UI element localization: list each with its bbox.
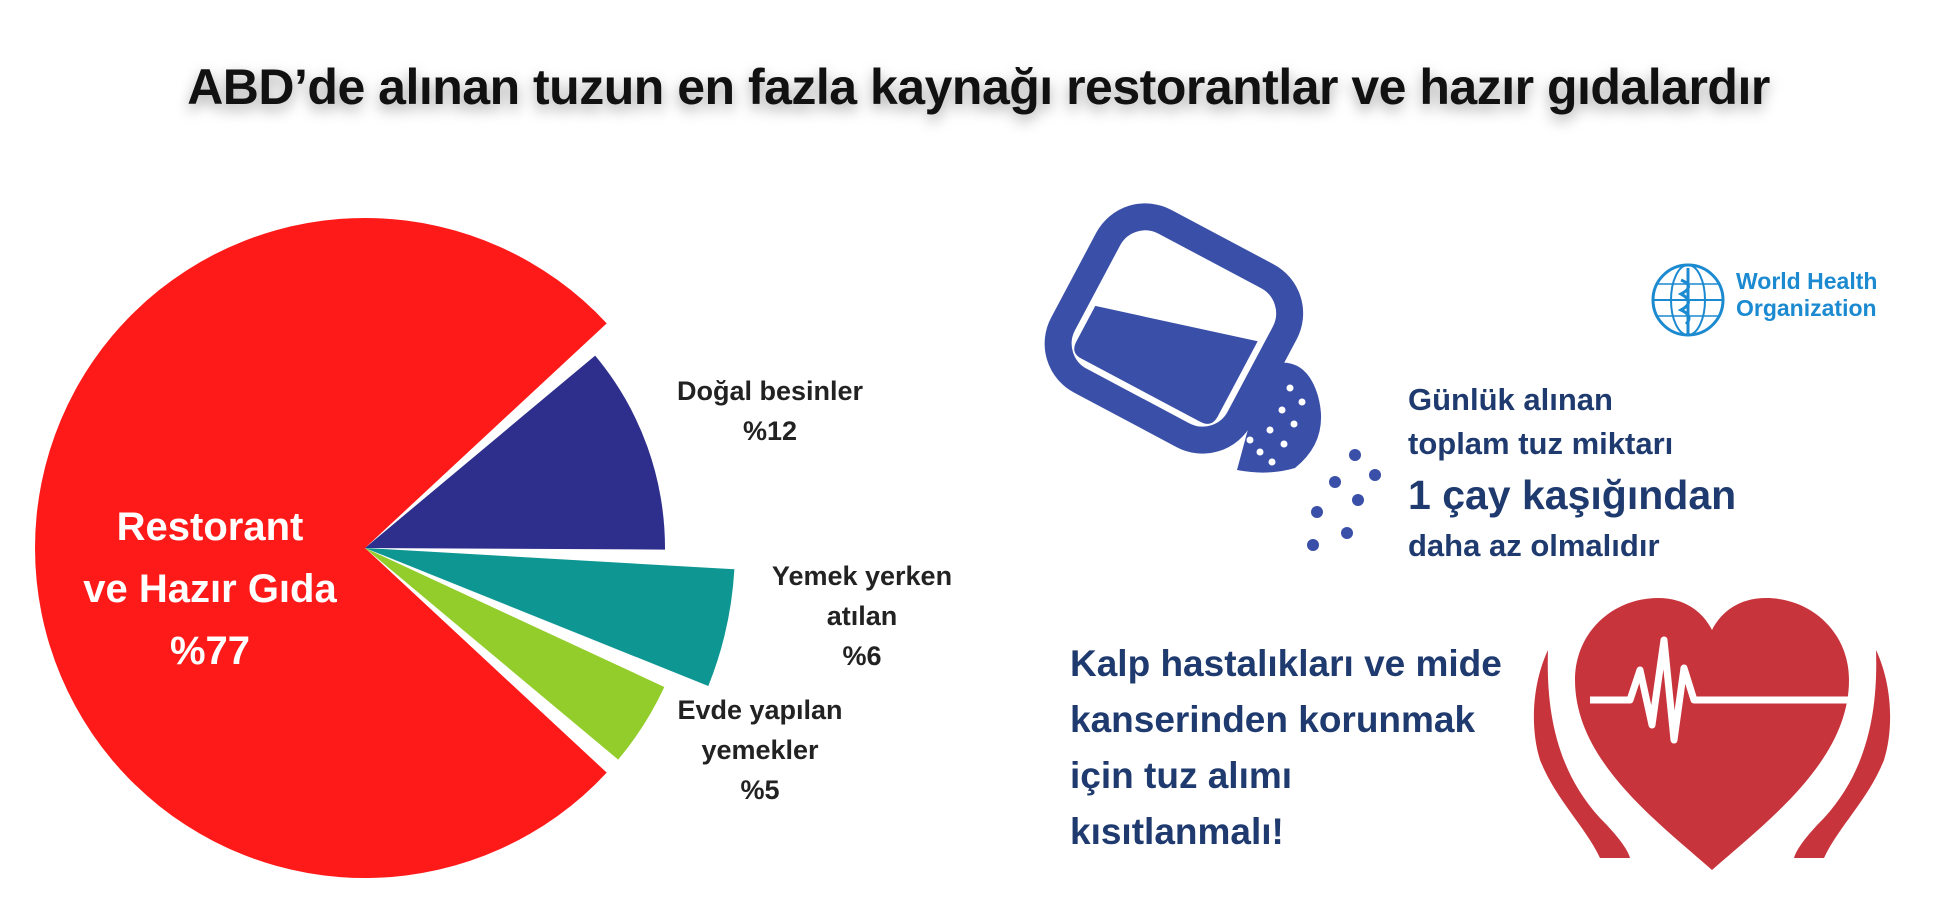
salt-info-line3: 1 çay kaşığından <box>1408 472 1737 518</box>
slice-label-restaurant-line2: ve Hazır Gıda <box>83 567 337 611</box>
heart-info-text: Kalp hastalıkları ve mide kanserinden ko… <box>1070 636 1502 860</box>
pie-slice-restaurant <box>34 217 607 878</box>
slice-label-added-line3: %6 <box>842 641 882 671</box>
heart-info-line1: Kalp hastalıkları ve mide <box>1070 643 1502 684</box>
slice-label-restaurant: Restorant ve Hazır Gıda %77 <box>60 496 360 682</box>
slice-label-added-at-table: Yemek yerken atılan %6 <box>742 556 982 676</box>
slice-label-added-line2: atılan <box>826 601 898 631</box>
slice-label-restaurant-line3: %77 <box>169 629 251 673</box>
pie-slice-home-cooked <box>365 548 665 760</box>
shaker-holes <box>1246 384 1306 466</box>
pie-slice-added-at-table <box>365 548 735 687</box>
who-name-line1: World Health <box>1736 268 1878 294</box>
slice-label-restaurant-line1: Restorant <box>116 505 304 549</box>
slice-label-natural-line1: Doğal besinler <box>676 376 864 406</box>
slice-label-added-line1: Yemek yerken <box>771 561 953 591</box>
pie-slice-natural <box>365 355 665 550</box>
heart-info-line2: kanserinden korunmak <box>1070 699 1476 740</box>
slice-label-home-line3: %5 <box>740 775 780 805</box>
slice-label-home-line1: Evde yapılan <box>677 695 843 725</box>
salt-grains <box>1307 449 1381 551</box>
slice-label-home-line2: yemekler <box>701 735 819 765</box>
salt-info-line1: Günlük alınan <box>1408 382 1613 417</box>
salt-info-line4: daha az olmalıdır <box>1408 528 1660 563</box>
who-name: World Health Organization <box>1736 268 1877 322</box>
heart-info-line3: için tuz alımı <box>1070 755 1293 796</box>
salt-info-line2: toplam tuz miktarı <box>1408 426 1674 461</box>
who-emblem-icon <box>1651 263 1725 337</box>
slice-label-home-cooked: Evde yapılan yemekler %5 <box>655 690 865 810</box>
heart-info-line4: kısıtlanmalı! <box>1070 811 1284 852</box>
slice-label-natural-line2: %12 <box>742 416 798 446</box>
salt-info-text: Günlük alınan toplam tuz miktarı 1 çay k… <box>1408 378 1736 568</box>
slice-label-natural: Doğal besinler %12 <box>640 371 900 451</box>
who-name-line2: Organization <box>1736 295 1877 321</box>
page-title: ABD’de alınan tuzun en fazla kaynağı res… <box>187 59 1770 115</box>
